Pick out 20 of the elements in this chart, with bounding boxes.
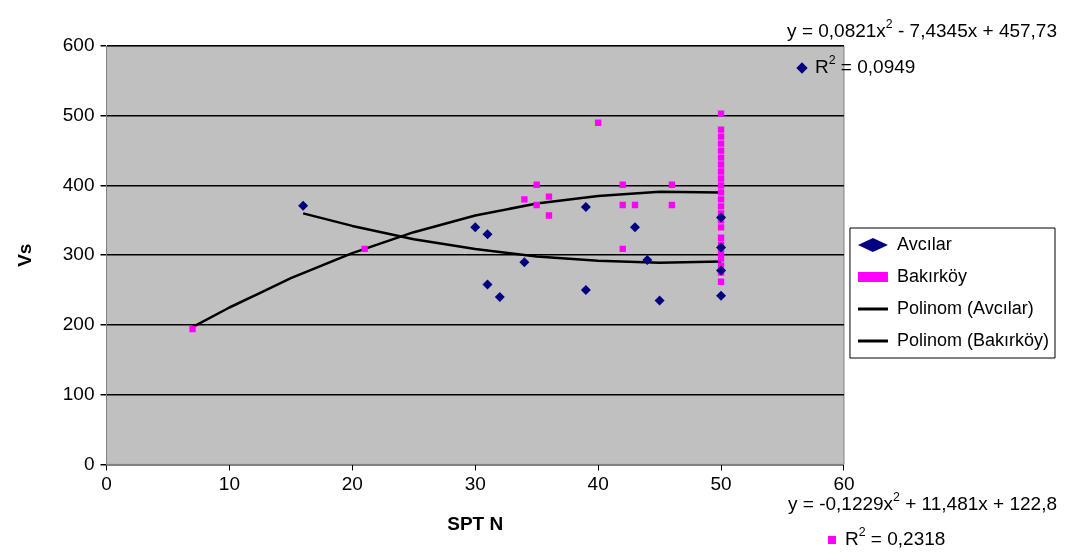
- y-tick-label: 200: [62, 313, 95, 335]
- x-tick-label: 10: [218, 473, 240, 495]
- y-tick-label: 0: [83, 452, 95, 474]
- y-tick-label: 500: [62, 103, 95, 125]
- legend-label: Avcılar: [896, 233, 952, 254]
- x-tick-label: 30: [464, 473, 486, 495]
- legend-label: Polinom (Bakırköy): [896, 329, 1049, 350]
- x-tick-label: 50: [710, 473, 732, 495]
- y-tick-label: 600: [62, 34, 95, 56]
- x-tick-label: 20: [341, 473, 363, 495]
- x-tick-label: 60: [833, 473, 855, 495]
- legend-label: Polinom (Avcılar): [896, 297, 1034, 318]
- x-axis-title: SPT N: [447, 512, 504, 534]
- y-tick-label: 100: [62, 382, 95, 404]
- x-tick-label: 0: [101, 473, 112, 495]
- y-tick-label: 300: [62, 243, 95, 265]
- x-tick-label: 40: [587, 473, 609, 495]
- y-tick-label: 400: [62, 173, 95, 195]
- legend-label: Bakırköy: [896, 265, 967, 286]
- y-axis-title: Vs: [13, 243, 35, 267]
